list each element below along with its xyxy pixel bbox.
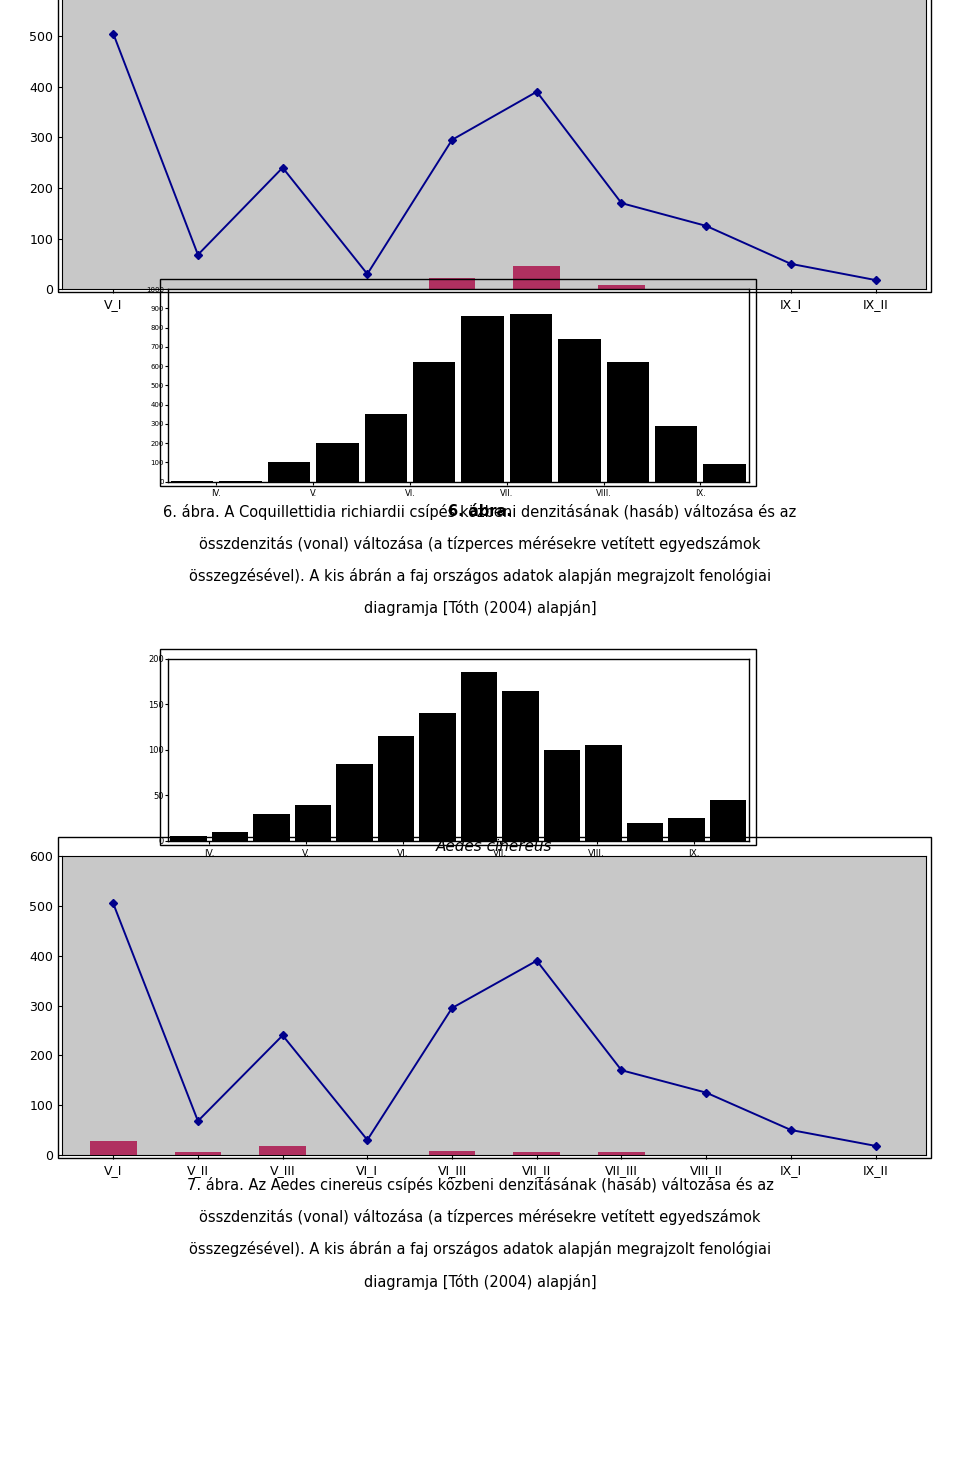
Bar <box>558 340 601 481</box>
Bar <box>429 278 475 289</box>
Bar <box>704 464 746 481</box>
Text: diagramja [Tóth (2004) alapján]: diagramja [Tóth (2004) alapján] <box>364 1274 596 1289</box>
Bar <box>171 837 207 841</box>
Bar <box>598 1152 645 1155</box>
Bar <box>212 833 249 841</box>
Bar <box>378 736 415 841</box>
Bar <box>627 822 663 841</box>
Bar <box>709 800 746 841</box>
Bar <box>259 1146 306 1155</box>
Text: 6. ábra. A Coquillettidia richiardii csípés közbeni denzitásának (hasáb) változá: 6. ábra. A Coquillettidia richiardii csí… <box>163 504 797 521</box>
Text: összdenzitás (vonal) változása (a tízperces mérésekre vetített egyedszámok: összdenzitás (vonal) változása (a tízper… <box>200 1210 760 1225</box>
Bar <box>253 814 290 841</box>
Bar <box>413 362 455 481</box>
Text: összdenzitás (vonal) változása (a tízperces mérésekre vetített egyedszámok: összdenzitás (vonal) változása (a tízper… <box>200 537 760 553</box>
Text: összegzésével). A kis ábrán a faj országos adatok alapján megrajzolt fenológiai: összegzésével). A kis ábrán a faj ország… <box>189 569 771 585</box>
Bar <box>514 1152 560 1155</box>
Bar <box>607 362 649 481</box>
Text: 6. ábra.: 6. ábra. <box>448 504 512 519</box>
Bar <box>461 672 497 841</box>
Bar <box>268 462 310 481</box>
Text: diagramja [Tóth (2004) alapján]: diagramja [Tóth (2004) alapján] <box>364 601 596 617</box>
Title: Aedes cinereus: Aedes cinereus <box>436 838 553 853</box>
Bar <box>544 749 581 841</box>
Bar <box>502 691 539 841</box>
Bar <box>514 267 560 289</box>
Bar <box>429 1150 475 1155</box>
Bar <box>420 713 456 841</box>
Bar <box>336 764 372 841</box>
Bar <box>510 313 552 481</box>
Bar <box>462 316 504 481</box>
Bar <box>90 1142 136 1155</box>
Bar <box>316 443 359 481</box>
Bar <box>175 1152 221 1155</box>
Bar <box>598 286 645 289</box>
Text: 7. ábra. Az Aedes cinereus csípés közbeni denzitásának (hasáb) változása és az: 7. ábra. Az Aedes cinereus csípés közben… <box>186 1178 774 1193</box>
Bar <box>655 426 698 481</box>
Bar <box>295 805 331 841</box>
Bar <box>668 818 705 841</box>
Text: összegzésével). A kis ábrán a faj országos adatok alapján megrajzolt fenológiai: összegzésével). A kis ábrán a faj ország… <box>189 1241 771 1257</box>
Bar <box>586 745 622 841</box>
Bar <box>365 414 407 481</box>
